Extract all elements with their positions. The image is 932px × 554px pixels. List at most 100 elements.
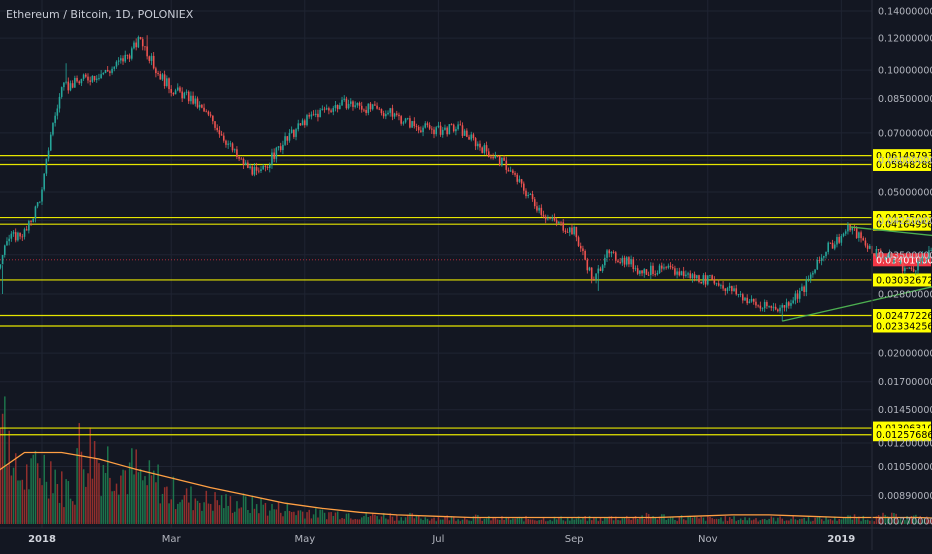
candle-body [207, 111, 210, 115]
volume-bar [910, 516, 913, 524]
volume-bar [766, 520, 768, 524]
volume-bar [744, 517, 746, 524]
candle-body [157, 73, 159, 75]
volume-bar [545, 521, 547, 524]
volume-bar [531, 519, 534, 524]
volume-bar [895, 513, 897, 524]
candle-body [869, 245, 871, 249]
volume-bar [597, 521, 600, 524]
candle-body [538, 207, 540, 211]
volume-bar [356, 519, 359, 524]
candle-body [560, 221, 562, 223]
candle-body [658, 265, 661, 273]
volume-bar [689, 515, 692, 524]
volume-bar [632, 517, 635, 524]
volume-bar [873, 521, 875, 524]
volume-bar [89, 427, 91, 524]
volume-bar [772, 517, 775, 524]
volume-bar [58, 502, 61, 524]
candle-body [183, 92, 186, 99]
volume-bar [479, 517, 481, 524]
volume-bar [733, 516, 735, 524]
volume-bar [926, 516, 928, 524]
candle-body [19, 232, 21, 237]
volume-bar [104, 472, 107, 524]
volume-bar [923, 518, 926, 524]
candle-body [678, 271, 681, 276]
candle-body [494, 155, 497, 159]
candle-body [466, 130, 468, 137]
volume-bar [560, 516, 562, 524]
volume-bar [470, 521, 473, 524]
volume-bar [128, 462, 131, 524]
volume-bar [799, 518, 801, 524]
volume-bar [142, 480, 144, 524]
candle-body [214, 121, 216, 128]
volume-bar [120, 475, 122, 524]
volume-bar [330, 512, 332, 524]
trendlines[interactable] [782, 225, 932, 322]
volume-bar [792, 516, 794, 524]
volume-bar [39, 478, 41, 524]
volume-bar [636, 518, 639, 524]
volume-bar [354, 518, 356, 524]
volume-bar [321, 509, 324, 524]
volume-bar [326, 519, 328, 524]
volume-bar [774, 521, 777, 524]
volume-bar [518, 516, 521, 524]
candle-body [293, 129, 295, 137]
candle-body [299, 123, 302, 126]
y-tick-label: 0.12000000 [878, 34, 932, 45]
volume-bar [387, 519, 389, 524]
volume-bar [812, 520, 814, 524]
volume-bar [437, 516, 440, 524]
price-axis[interactable]: 0.14000000 0.12000000 0.10000000 0.08500000… [871, 0, 932, 550]
volume-bar [163, 487, 166, 524]
volume-bar [571, 517, 573, 524]
volume-bar [98, 463, 100, 524]
candle-body [113, 66, 116, 69]
candle-body [111, 68, 113, 73]
candle-body [792, 300, 794, 304]
candle-body [6, 241, 8, 246]
volume-bar [750, 520, 753, 524]
y-tick-label: 0.05000000 [878, 188, 932, 199]
x-tick-label: 2018 [28, 534, 56, 545]
candle-body [928, 250, 930, 260]
volume-bar [310, 518, 313, 524]
x-tick-label: Mar [162, 534, 182, 545]
volume-bar [516, 516, 519, 524]
volume-bar [111, 491, 113, 524]
volume-bar [893, 513, 895, 524]
volume-bar [711, 518, 713, 524]
candle-body [875, 249, 878, 256]
candle-body [794, 293, 797, 301]
volume-bar [78, 423, 81, 524]
candle-body [34, 206, 37, 219]
candle-body [717, 283, 720, 286]
candle-body [470, 134, 473, 140]
y-tick-label: 0.01050000 [878, 462, 932, 473]
volume-bar [402, 520, 405, 524]
volume-bar [4, 396, 6, 524]
volume-bar [599, 517, 602, 524]
candle-body [855, 227, 858, 238]
volume-bar [672, 516, 674, 524]
volume-bar [319, 509, 321, 524]
level-label: 0.01257686 [876, 430, 932, 441]
candle-body [702, 275, 705, 284]
time-axis[interactable]: 2018MarMayJulSepNov2019MarMayJulSepNov20… [0, 527, 932, 545]
volume-bar [122, 469, 124, 524]
candle-body [917, 261, 919, 271]
candle-body [895, 259, 897, 262]
volume-bar [726, 520, 729, 524]
candle-body [623, 257, 626, 265]
volume-bar [461, 519, 464, 524]
candle-body [755, 301, 757, 306]
volume-bar [875, 516, 878, 524]
volume-bar [720, 517, 722, 524]
candle-body [820, 257, 823, 261]
